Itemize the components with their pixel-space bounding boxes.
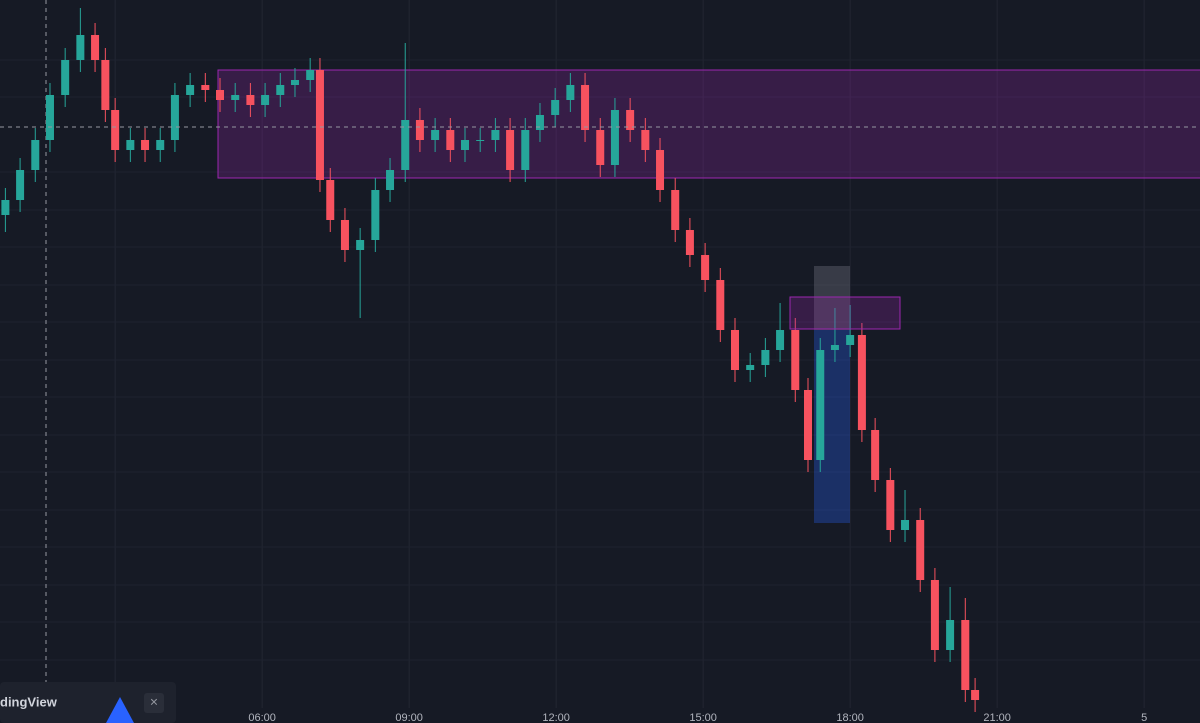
candle-body <box>846 335 855 345</box>
candle-body <box>340 220 349 250</box>
candle-body <box>871 430 880 480</box>
candle-body <box>276 85 285 95</box>
candle-body <box>916 520 925 580</box>
candle-body <box>446 130 455 150</box>
close-icon[interactable]: × <box>150 694 158 710</box>
candle-body <box>476 140 485 141</box>
candle-body <box>326 180 335 220</box>
candle-body <box>111 110 120 150</box>
candle-body <box>101 60 110 110</box>
candle-body <box>156 140 165 150</box>
candle-body <box>656 150 665 190</box>
candle-body <box>804 390 813 460</box>
candle-body <box>671 190 680 230</box>
candle-body <box>415 120 424 140</box>
candle-body <box>816 350 825 460</box>
candle-body <box>857 335 866 430</box>
candle-body <box>216 90 225 100</box>
x-tick-label: 5 <box>1141 712 1147 723</box>
candle-body <box>246 95 255 105</box>
candle-body <box>776 330 785 350</box>
candle-body <box>201 85 210 90</box>
candle-body <box>551 100 560 115</box>
x-tick-label: 21:00 <box>983 712 1011 723</box>
candle-body <box>431 130 440 140</box>
candle-body <box>716 280 725 330</box>
candle-body <box>31 140 40 170</box>
candle-body <box>45 95 54 140</box>
candle-body <box>126 140 135 150</box>
candle-body <box>610 110 619 165</box>
supply-zone[interactable] <box>217 69 1200 179</box>
candle-body <box>581 85 590 130</box>
candle-body <box>701 255 710 280</box>
candle-body <box>830 345 839 350</box>
candle-body <box>1 200 10 215</box>
candle-body <box>141 140 150 150</box>
candle-body <box>761 350 770 365</box>
candles <box>1 8 980 712</box>
candle-body <box>930 580 939 650</box>
candle-body <box>521 130 530 170</box>
candle-body <box>685 230 694 255</box>
candle-body <box>16 170 25 200</box>
candle-body <box>886 480 895 530</box>
candle-body <box>730 330 739 370</box>
candle-body <box>356 240 365 250</box>
candle-body <box>306 70 315 80</box>
close-button[interactable] <box>144 693 164 713</box>
candle-body <box>506 130 515 170</box>
candle-body <box>401 120 410 170</box>
candle-body <box>186 85 195 95</box>
candle-body <box>290 80 299 85</box>
candle-body <box>901 520 910 530</box>
candle-body <box>791 330 800 390</box>
candle-body <box>961 620 970 690</box>
candle-body <box>261 95 270 105</box>
popup-title: dingView <box>0 694 58 709</box>
candle-body <box>946 620 955 650</box>
candle-body <box>626 110 635 130</box>
x-tick-label: 15:00 <box>689 712 717 723</box>
position-stop[interactable] <box>814 266 850 330</box>
candle-body <box>91 35 100 60</box>
small-zone[interactable] <box>789 296 901 330</box>
x-tick-label: 06:00 <box>248 712 276 723</box>
candle-body <box>641 130 650 150</box>
candle-body <box>315 70 324 180</box>
popup-box <box>0 682 176 723</box>
candle-body <box>76 35 85 60</box>
candle-body <box>170 95 179 140</box>
x-tick-label: 09:00 <box>395 712 423 723</box>
candle-body <box>371 190 380 240</box>
candle-body <box>566 85 575 100</box>
popup: dingView × <box>0 682 176 723</box>
logo-icon <box>106 697 134 723</box>
candle-body <box>491 130 500 140</box>
candle-body <box>746 365 755 370</box>
candle-body <box>461 140 470 150</box>
x-tick-label: 18:00 <box>836 712 864 723</box>
x-tick-label: 12:00 <box>542 712 570 723</box>
candle-body <box>535 115 544 130</box>
candle-body <box>971 690 980 700</box>
candle-body <box>596 130 605 165</box>
candle-body <box>61 60 70 95</box>
candle-body <box>231 95 240 100</box>
candle-body <box>386 170 395 190</box>
